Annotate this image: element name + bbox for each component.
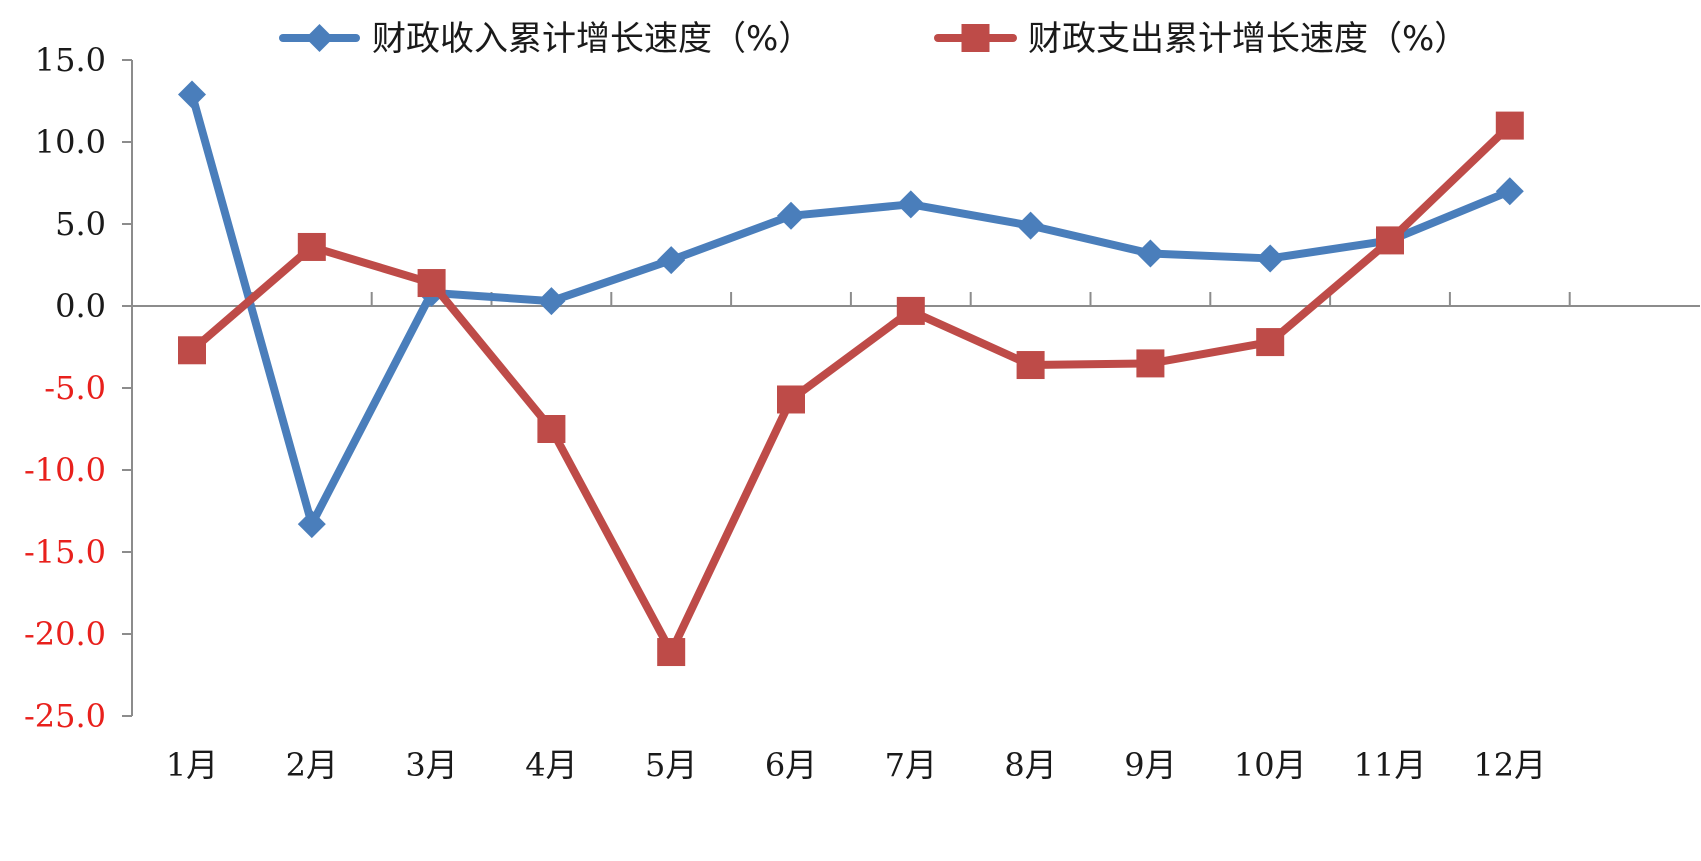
data-point (1136, 239, 1165, 268)
legend-label: 财政支出累计增长速度（%） (1028, 19, 1468, 59)
data-point (1495, 111, 1524, 140)
y-tick-label: 5.0 (55, 205, 106, 243)
data-point (1256, 244, 1285, 273)
legend-marker (305, 24, 334, 52)
legend-marker (961, 24, 990, 52)
y-tick-label: -5.0 (44, 369, 106, 407)
x-tick-label: 10月 (1234, 746, 1307, 784)
legend: 财政收入累计增长速度（%） 财政支出累计增长速度（%） (279, 19, 1468, 59)
x-tick-label: 12月 (1473, 746, 1546, 784)
series-line (188, 90, 1514, 529)
y-tick-label: -20.0 (24, 615, 106, 653)
y-tick-label: 0.0 (55, 287, 106, 325)
data-point (178, 336, 206, 365)
x-tick-label: 5月 (645, 746, 697, 784)
data-point (1016, 211, 1045, 240)
data-point (1256, 328, 1285, 357)
y-tick-label: -10.0 (24, 451, 106, 489)
x-tick-label: 3月 (405, 746, 457, 784)
data-point (896, 296, 925, 325)
y-tick-label: 10.0 (35, 123, 106, 161)
y-tick-label: 15.0 (35, 41, 106, 79)
x-tick-label: 1月 (166, 746, 218, 784)
y-tick-label: -15.0 (24, 533, 106, 571)
data-point (417, 269, 446, 298)
series-line (188, 121, 1514, 657)
data-point (178, 80, 206, 109)
series-2 (178, 111, 1524, 667)
data-point (1016, 351, 1045, 380)
y-axis: 15.0 10.0 5.0 0.0 -5.0 -10.0 -15.0 -20.0 -25.0 (24, 41, 133, 735)
legend-item-1: 财政收入累计增长速度（%） (279, 19, 812, 59)
series-1 (178, 80, 1524, 539)
x-tick-label: 4月 (525, 746, 577, 784)
x-tick-label: 11月 (1354, 746, 1427, 784)
x-tick-label: 6月 (765, 746, 817, 784)
series-layer (178, 80, 1524, 667)
data-point (896, 190, 925, 219)
data-point (537, 415, 566, 443)
legend-item-2: 财政支出累计增长速度（%） (934, 19, 1468, 59)
data-point (297, 232, 326, 261)
data-point (297, 510, 326, 539)
data-point (1495, 177, 1524, 206)
data-point (657, 638, 686, 667)
x-axis: 1月 2月 3月 4月 5月 6月 7月 8月 9月 10月 11月 12月 (132, 292, 1700, 784)
y-tick-label: -25.0 (24, 697, 106, 735)
legend-label: 财政收入累计增长速度（%） (372, 19, 812, 59)
data-point (537, 287, 566, 316)
x-tick-label: 8月 (1004, 746, 1056, 784)
data-point (1376, 226, 1404, 255)
x-tick-label: 2月 (286, 746, 338, 784)
data-point (777, 385, 805, 414)
data-point (657, 246, 686, 275)
x-tick-label: 9月 (1124, 746, 1176, 784)
data-point (1136, 349, 1165, 378)
x-tick-label: 7月 (885, 746, 937, 784)
data-point (777, 201, 805, 230)
